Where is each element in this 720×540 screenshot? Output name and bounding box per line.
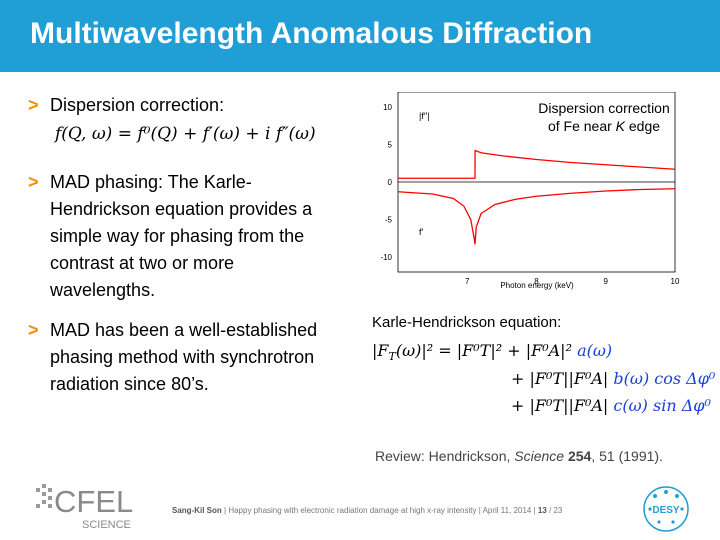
formula-text: f(Q, ω) = f⁰(Q) + f′(ω) + i f″(ω) (55, 124, 316, 144)
footer-date: April 11, 2014 (482, 506, 532, 515)
fprime-label: f′ (419, 227, 424, 237)
footer-total: 23 (553, 506, 563, 515)
dispersion-formula: f(Q, ω) = f⁰(Q) + f′(ω) + i f″(ω) (55, 124, 316, 144)
x-tick-label: 10 (671, 277, 680, 286)
cfel-science-text: SCIENCE (82, 519, 131, 531)
y-tick-label: 10 (383, 103, 392, 112)
karle-b-term: b(ω) cos Δφ⁰ (613, 369, 715, 388)
y-tick-label: 5 (388, 141, 393, 150)
cfel-logo: CFEL SCIENCE (36, 484, 133, 531)
review-journal: Science (514, 448, 565, 464)
karle-c-term: c(ω) sin Δφ⁰ (613, 396, 710, 415)
karle-b-text: b(ω) cos Δφ⁰ (613, 369, 716, 388)
review-rest: , 51 (1991). (591, 448, 663, 464)
bullet-marker: > (28, 320, 39, 340)
bullet-marker: > (28, 172, 39, 192)
x-tick-label: 7 (465, 277, 470, 286)
chart-title-line-2: of Fe near K edge (548, 118, 660, 134)
x-axis-label: Photon energy (keV) (500, 281, 574, 290)
chart-title-line-1: Dispersion correction (538, 100, 670, 116)
desy-logo: DESY (643, 486, 689, 532)
karle-c-text: c(ω) sin Δφ⁰ (613, 396, 711, 415)
review-volume: 254 (567, 448, 592, 464)
karle-lhs: |F (372, 341, 389, 360)
y-tick-label: -5 (385, 216, 393, 225)
footer-page: 13 (537, 506, 547, 515)
bullet-text: MAD has been a well-established phasing … (50, 320, 318, 394)
x-tick-label: 8 (534, 277, 539, 286)
review-prefix: Review: Hendrickson, (375, 448, 515, 464)
series-line-fprime (397, 188, 676, 245)
footer-talk: Happy phasing with electronic radiation … (228, 506, 477, 515)
bullet-text: MAD phasing: The Karle-Hendrickson equat… (50, 172, 313, 300)
y-tick-label: 0 (388, 178, 393, 187)
karle-rhs: (ω)|² = |F⁰T|² + |F⁰A|² (395, 341, 572, 360)
series-line-fdoubleprime (398, 149, 676, 179)
slide-title: Multiwavelength Anomalous Diffraction (30, 17, 593, 50)
cfel-text: CFEL (54, 484, 133, 519)
karle-line-2: + |F⁰T||F⁰A| b(ω) cos Δφ⁰ (511, 369, 715, 388)
footer: Sang-Kil Son | Happy phasing with electr… (172, 506, 563, 515)
y-tick-label: -10 (380, 253, 392, 262)
karle-line-3: + |F⁰T||F⁰A| c(ω) sin Δφ⁰ (511, 396, 711, 415)
review-citation: Review: Hendrickson, Science 254, 51 (19… (375, 448, 663, 464)
bullet-text: Dispersion correction: (50, 95, 225, 115)
karle-label: Karle-Hendrickson equation: (372, 314, 562, 331)
dispersion-chart: 10 5 0 -5 -10 7 8 9 10 Dispersion correction of… (380, 92, 680, 290)
karle-line3-text: + |F⁰T||F⁰A| (511, 396, 609, 415)
fdoubleprime-label: |f′′| (419, 111, 430, 121)
footer-author: Sang-Kil Son (172, 506, 222, 515)
bullet-marker: > (28, 95, 39, 115)
karle-a-term: a(ω) (577, 341, 613, 360)
karle-line2-text: + |F⁰T||F⁰A| (511, 369, 609, 388)
desy-text: DESY (652, 505, 680, 516)
karle-line-1: |FT(ω)|² = |F⁰T|² + |F⁰A|² a(ω) (372, 341, 613, 364)
x-tick-label: 9 (604, 277, 609, 286)
title-bar: Multiwavelength Anomalous Diffraction (0, 0, 720, 72)
